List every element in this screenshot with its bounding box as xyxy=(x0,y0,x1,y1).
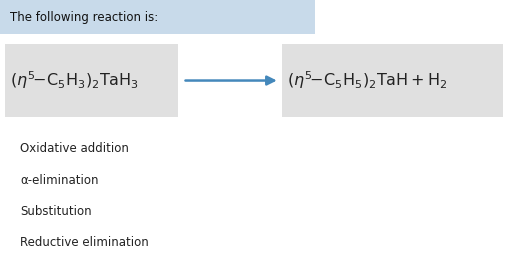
Text: α-elimination: α-elimination xyxy=(20,174,99,187)
Text: Oxidative addition: Oxidative addition xyxy=(20,142,129,155)
FancyBboxPatch shape xyxy=(5,44,178,117)
Text: The following reaction is:: The following reaction is: xyxy=(10,11,158,24)
FancyBboxPatch shape xyxy=(282,44,503,117)
FancyBboxPatch shape xyxy=(0,0,315,34)
Text: Substitution: Substitution xyxy=(20,205,92,218)
Text: Reductive elimination: Reductive elimination xyxy=(20,236,149,250)
Text: $(\eta^5\!\!-\!\mathrm{C}_5\mathrm{H}_5)_2\mathrm{TaH} + \mathrm{H}_2$: $(\eta^5\!\!-\!\mathrm{C}_5\mathrm{H}_5)… xyxy=(287,70,448,91)
Text: $(\eta^5\!\!-\!\mathrm{C}_5\mathrm{H}_3)_2\mathrm{TaH}_3$: $(\eta^5\!\!-\!\mathrm{C}_5\mathrm{H}_3)… xyxy=(10,70,139,91)
